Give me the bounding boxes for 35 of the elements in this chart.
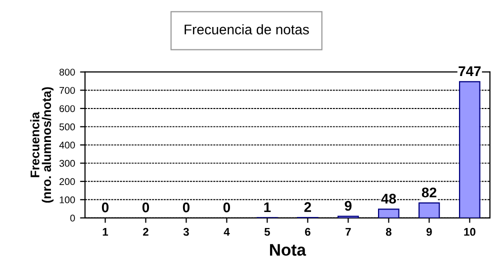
y-tick-label: 100: [60, 196, 75, 204]
x-tick-label: 6: [305, 228, 310, 236]
x-tick-label: 9: [426, 228, 432, 236]
data-label: 0: [142, 202, 150, 212]
bar: [459, 81, 480, 218]
y-tick-label: 800: [59, 68, 75, 76]
x-tick-label: 3: [183, 228, 189, 236]
y-tick-label: 300: [59, 160, 75, 167]
x-tick-label: 4: [224, 228, 230, 236]
bar: [378, 208, 400, 218]
data-label: 9: [344, 200, 352, 211]
data-label: 1: [264, 202, 271, 212]
data-label: 82: [422, 188, 436, 198]
data-label: 2: [304, 202, 312, 212]
x-tick-label: 8: [386, 228, 392, 236]
x-tick-label: 5: [264, 228, 270, 236]
bar: [418, 202, 440, 218]
data-label: 0: [223, 202, 230, 212]
x-axis-title: Nota: [270, 244, 306, 256]
y-tick-label: 400: [59, 142, 75, 149]
y-axis-title: Frecuencia (nro. alumnos/nota): [30, 87, 54, 203]
chart-title: Frecuencia de notas: [184, 24, 309, 34]
data-label: 48: [381, 194, 396, 204]
data-label: 0: [102, 202, 109, 212]
data-label: 747: [458, 66, 481, 76]
x-tick-label: 1: [102, 228, 108, 236]
x-tick-label: 10: [464, 228, 476, 236]
y-tick-label: 700: [60, 86, 75, 94]
x-tick-label: 7: [346, 228, 351, 236]
y-tick-label: 600: [60, 105, 75, 112]
y-tick-label: 500: [59, 123, 75, 130]
data-label: 0: [182, 202, 190, 212]
y-tick-label: 200: [60, 178, 75, 186]
y-tick-label: 0: [70, 214, 75, 222]
x-tick-label: 2: [143, 228, 148, 236]
